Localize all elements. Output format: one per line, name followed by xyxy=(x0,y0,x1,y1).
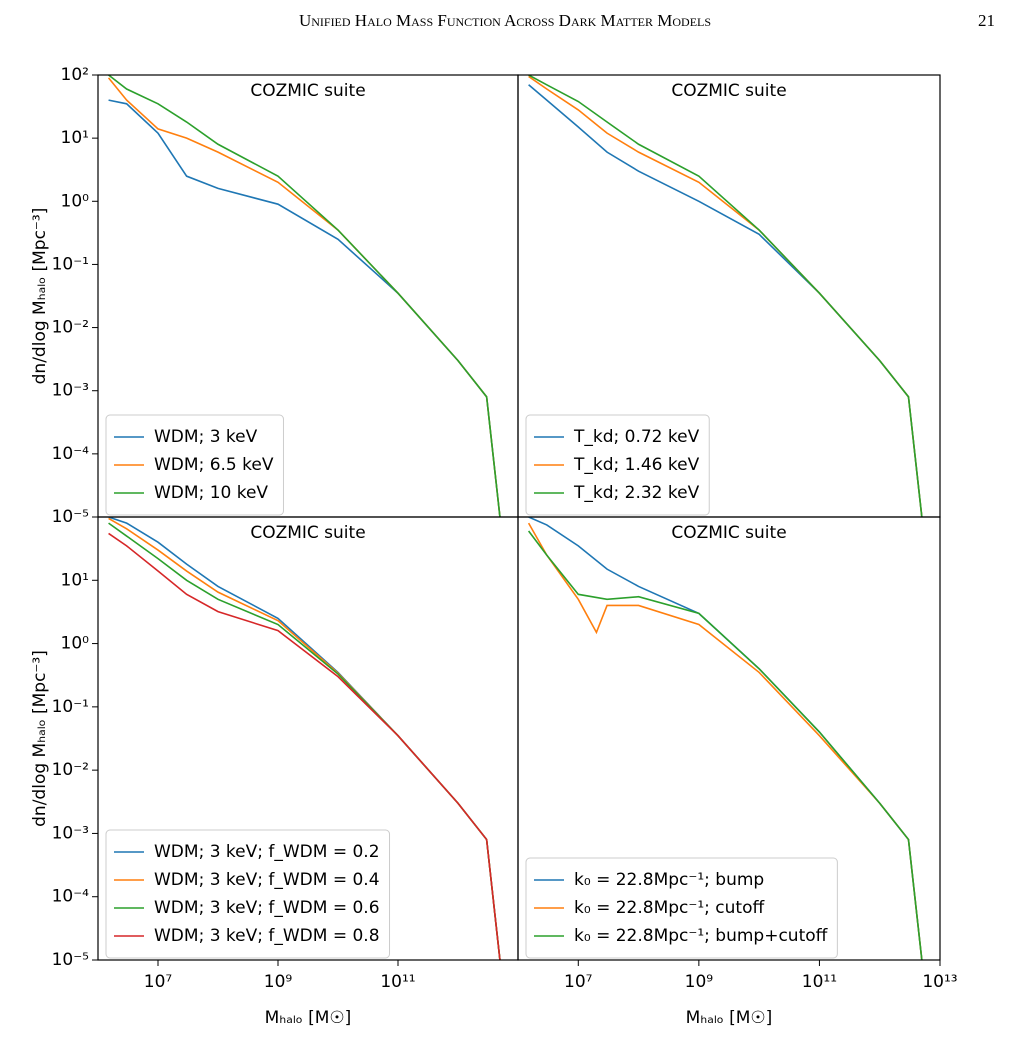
y-tick-label: 10⁻² xyxy=(52,760,89,780)
annotation: COZMIC suite xyxy=(250,523,365,543)
y-axis-label: dn/dlog Mₕₐₗₒ [Mpc⁻³] xyxy=(30,208,50,385)
y-tick-label: 10⁻¹ xyxy=(52,697,89,717)
legend-label: WDM; 10 keV xyxy=(154,483,268,503)
y-tick-label: 10⁻¹ xyxy=(52,254,89,274)
y-tick-label: 10⁻² xyxy=(52,318,89,338)
series-line xyxy=(528,75,923,517)
legend-label: k₀ = 22.8Mpc⁻¹; bump xyxy=(574,870,764,890)
legend-label: WDM; 3 keV; f_WDM = 0.4 xyxy=(154,870,380,890)
plot-area xyxy=(528,75,923,517)
y-tick-label: 10⁰ xyxy=(61,191,90,211)
y-tick-label: 10⁻⁵ xyxy=(52,950,89,970)
x-tick-label: 10⁹ xyxy=(264,972,293,992)
x-tick-label: 10¹³ xyxy=(922,972,957,992)
legend-label: T_kd; 0.72 keV xyxy=(573,427,700,447)
annotation: COZMIC suite xyxy=(671,81,786,101)
legend: T_kd; 0.72 keV T_kd; 1.46 keV T_kd; 2.32 k… xyxy=(525,414,710,516)
legend-frame xyxy=(525,414,710,516)
x-tick-label: 10¹¹ xyxy=(380,972,415,992)
plot-area xyxy=(527,517,923,960)
y-tick-label: 10⁻⁴ xyxy=(52,444,90,464)
legend-label: k₀ = 22.8Mpc⁻¹; cutoff xyxy=(574,898,765,918)
legend-label: WDM; 3 keV; f_WDM = 0.8 xyxy=(154,926,380,946)
legend-frame xyxy=(525,857,838,959)
annotation: COZMIC suite xyxy=(250,81,365,101)
x-tick-label: 10⁹ xyxy=(685,972,714,992)
x-tick-label: 10⁷ xyxy=(144,972,173,992)
legend-frame xyxy=(105,829,391,959)
y-tick-label: 10¹ xyxy=(61,128,89,148)
annotation: COZMIC suite xyxy=(671,523,786,543)
axes-frame xyxy=(517,516,941,961)
running-title: Unified Halo Mass Function Across Dark M… xyxy=(299,11,711,30)
y-tick-label: 10⁻³ xyxy=(52,823,89,843)
legend-label: T_kd; 2.32 keV xyxy=(573,483,700,503)
series-line xyxy=(108,532,501,960)
legend: WDM; 3 keV WDM; 6.5 keV WDM; 10 keV xyxy=(105,414,284,516)
plot-area xyxy=(107,75,501,517)
y-axis-label: dn/dlog Mₕₐₗₒ [Mpc⁻³] xyxy=(30,650,50,827)
page-number: 21 xyxy=(978,11,995,30)
legend-label: WDM; 3 keV; f_WDM = 0.2 xyxy=(154,842,380,862)
legend-frame xyxy=(105,414,284,516)
legend: WDM; 3 keV; f_WDM = 0.2 WDM; 3 keV; f_WDM… xyxy=(105,829,391,959)
legend: k₀ = 22.8Mpc⁻¹; bump k₀ = 22.8Mpc⁻¹; cuto… xyxy=(525,857,838,959)
x-axis-label: Mₕₐₗₒ [M☉] xyxy=(265,1008,352,1028)
y-tick-label: 10⁰ xyxy=(61,634,90,654)
legend-label: k₀ = 22.8Mpc⁻¹; bump+cutoff xyxy=(574,926,829,946)
legend-label: T_kd; 1.46 keV xyxy=(573,455,700,475)
legend-label: WDM; 3 keV; f_WDM = 0.6 xyxy=(154,898,380,918)
x-axis-label: Mₕₐₗₒ [M☉] xyxy=(686,1008,773,1028)
plot-area xyxy=(108,517,501,960)
legend-label: WDM; 6.5 keV xyxy=(154,455,274,475)
y-tick-label: 10⁻³ xyxy=(52,381,89,401)
y-tick-label: 10⁻⁴ xyxy=(52,887,90,907)
x-tick-label: 10⁷ xyxy=(564,972,593,992)
x-tick-label: 10¹¹ xyxy=(802,972,837,992)
series-line xyxy=(527,530,923,960)
y-tick-label: 10² xyxy=(61,65,89,85)
series-line xyxy=(108,75,501,517)
y-tick-label: 10¹ xyxy=(61,570,89,590)
legend-label: WDM; 3 keV xyxy=(154,427,258,447)
y-tick-label: 10⁻⁵ xyxy=(52,507,89,527)
